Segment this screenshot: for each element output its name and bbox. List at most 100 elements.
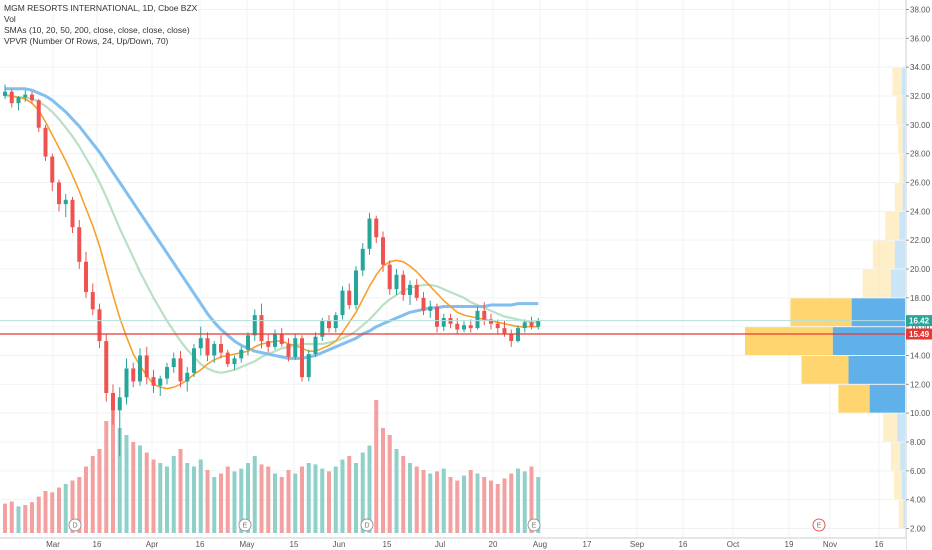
y-tick-label: 16.00	[910, 323, 931, 332]
vp-down-bar	[883, 413, 898, 442]
legend-vol[interactable]: Vol	[4, 14, 16, 24]
legend: MGM RESORTS INTERNATIONAL, 1D, Cboe BZX …	[4, 3, 197, 47]
volume-bar	[138, 445, 142, 533]
candle-body	[252, 315, 257, 336]
candle-body	[482, 310, 487, 320]
candle-body	[374, 218, 379, 238]
candle-body	[178, 358, 183, 382]
vp-up-bar	[848, 356, 905, 384]
vp-up-bar	[902, 125, 905, 154]
candle-body	[354, 270, 358, 306]
y-tick-label: 38.00	[910, 6, 931, 15]
candle-body	[401, 274, 406, 295]
volume-bar	[50, 492, 55, 533]
y-tick-label: 8.00	[910, 438, 926, 447]
volume-bar	[455, 480, 460, 533]
candle-body	[90, 292, 95, 310]
volume-bar	[63, 484, 68, 533]
candle-body	[462, 325, 466, 330]
legend-vpvr[interactable]: VPVR (Number Of Rows, 24, Up/Down, 70)	[4, 36, 169, 46]
volume-bar	[266, 466, 271, 533]
candle-body	[124, 368, 129, 398]
candle-body	[151, 377, 156, 386]
y-tick-label: 36.00	[910, 34, 931, 43]
candle-body	[468, 325, 473, 329]
volume-bar	[171, 456, 176, 533]
x-tick-label: Sep	[630, 540, 645, 549]
volume-bar	[279, 477, 284, 533]
y-tick-label: 26.00	[910, 179, 931, 188]
vp-down-bar	[899, 154, 904, 182]
volume-bar	[340, 459, 345, 533]
legend-smas[interactable]: SMAs (10, 20, 50, 200, close, close, clo…	[4, 25, 190, 35]
volume-bar	[131, 442, 136, 533]
volume-bars	[3, 400, 541, 533]
legend-title[interactable]: MGM RESORTS INTERNATIONAL, 1D, Cboe BZX	[4, 3, 198, 13]
volume-bar	[111, 403, 115, 533]
candle-body	[43, 127, 48, 157]
volume-bar	[219, 473, 223, 533]
event-circle	[360, 518, 374, 532]
price-lines	[0, 320, 905, 335]
candle-body	[347, 290, 352, 306]
candle-body	[495, 323, 500, 329]
candle-body	[246, 335, 250, 350]
time-axis[interactable]: Mar 16 Apr 16 May 15 Jun 15 Jul 20 Aug 17 Sep 16 Oct 19…	[0, 537, 906, 550]
event-label: D	[364, 523, 369, 530]
candle-body	[232, 358, 237, 365]
event-label: E	[243, 523, 248, 530]
volume-bar	[144, 452, 149, 533]
x-tick-label: Mar	[46, 540, 60, 549]
price-axis[interactable]: 2.00 4.00 6.00 8.00 10.00 12.00 14.00 16.00 18.0…	[905, 0, 932, 550]
y-tick-label: 34.00	[910, 63, 931, 72]
volume-profile	[745, 67, 905, 528]
y-tick-label: 10.00	[910, 409, 931, 418]
candle-body	[381, 237, 385, 265]
candle-body	[286, 343, 291, 357]
vp-down-bar	[838, 384, 870, 413]
vp-up-bar	[851, 298, 905, 327]
volume-bar	[435, 471, 439, 533]
event-circle	[527, 518, 541, 532]
candle-body	[205, 338, 210, 356]
volume-bar	[97, 449, 102, 533]
volume-bar	[354, 463, 358, 533]
volume-bar	[36, 496, 41, 533]
volume-bar	[374, 400, 379, 533]
candle-body	[529, 322, 534, 327]
volume-bar	[23, 505, 28, 533]
candle-body	[198, 338, 203, 349]
x-tick-label: 16	[679, 540, 688, 549]
volume-bar	[151, 459, 156, 533]
volume-bar	[536, 477, 541, 533]
volume-bar	[401, 456, 406, 533]
vp-up-bar	[903, 154, 905, 182]
last-price-tag: 16.42	[909, 317, 930, 326]
volume-bar	[475, 473, 480, 533]
vp-down-bar	[872, 240, 895, 269]
volume-bar	[441, 468, 446, 533]
y-tick-label: 2.00	[910, 525, 926, 534]
volume-bar	[327, 471, 331, 533]
event-circle	[812, 518, 826, 532]
candle-body	[16, 97, 21, 104]
event-label: E	[817, 523, 822, 530]
event-circle	[68, 518, 82, 532]
volume-bar	[16, 506, 21, 533]
volume-bar	[246, 463, 250, 533]
candle-body	[360, 248, 365, 271]
event-label: E	[532, 523, 537, 530]
vp-up-bar	[902, 96, 905, 125]
candle-body	[171, 358, 176, 368]
volume-bar	[360, 452, 365, 533]
x-tick-label: May	[239, 540, 254, 549]
candle-body	[327, 320, 331, 329]
volume-bar	[232, 471, 237, 533]
grid	[0, 0, 905, 538]
candle-body	[9, 91, 14, 104]
ref-price-tag: 15.49	[909, 330, 930, 339]
y-tick-label: 4.00	[910, 496, 926, 505]
volume-bar	[300, 466, 304, 533]
candle-body	[192, 348, 196, 373]
